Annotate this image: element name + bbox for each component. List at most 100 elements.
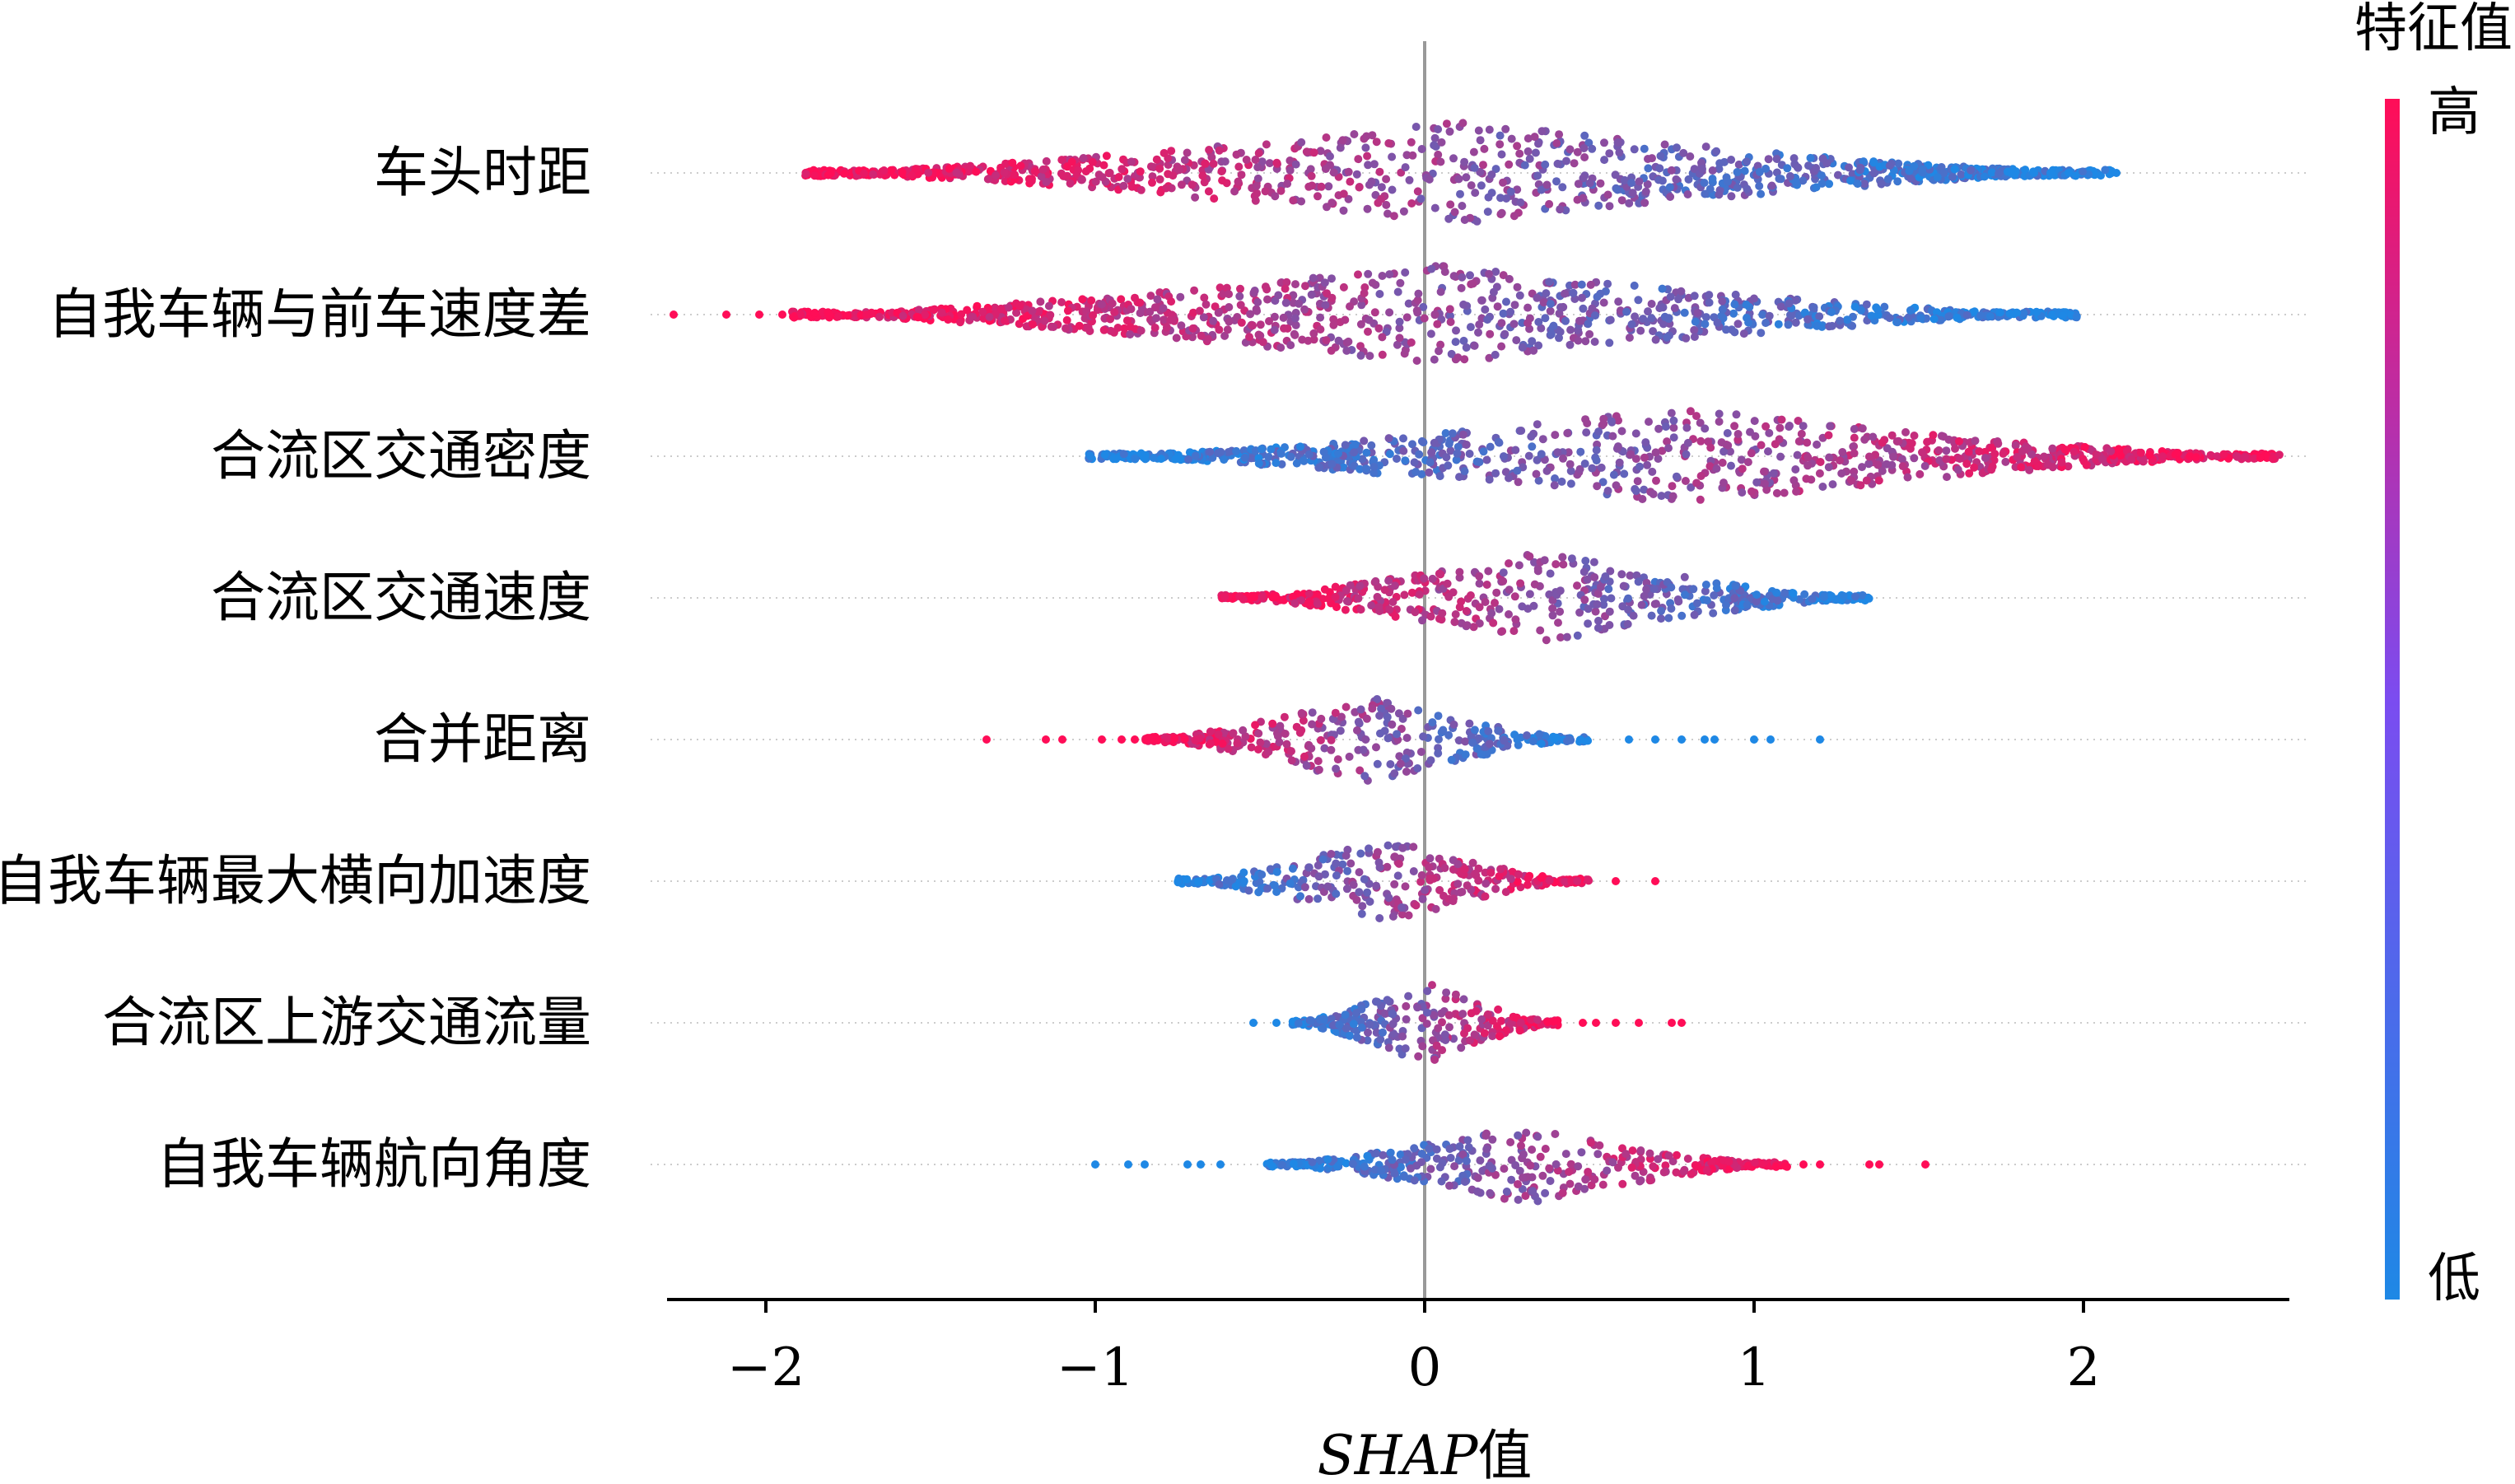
shap-point — [1313, 192, 1322, 201]
shap-point — [1628, 1146, 1637, 1155]
shap-point — [1885, 161, 1894, 170]
shap-point — [1556, 607, 1565, 616]
shap-point — [1355, 868, 1364, 877]
shap-point — [1081, 167, 1090, 176]
points-layer — [670, 119, 2284, 1206]
shap-point — [1411, 901, 1421, 910]
shap-point — [1641, 438, 1650, 447]
shap-point — [1304, 863, 1313, 872]
shap-point — [1550, 481, 1559, 490]
shap-point — [1400, 590, 1409, 600]
shap-point — [1309, 329, 1318, 338]
feature-labels: 车头时距自我车辆与前车速度差合流区交通密度合流区交通速度合并距离自我车辆最大横向… — [0, 141, 591, 1196]
shap-point — [1523, 147, 1533, 156]
shap-point — [1579, 144, 1589, 152]
shap-point — [1622, 307, 1631, 316]
shap-outlier-point — [1816, 735, 1824, 744]
shap-point — [1254, 459, 1263, 468]
feature-label: 合流区上游交通流量 — [102, 991, 591, 1054]
shap-point — [1514, 561, 1523, 570]
shap-point — [1500, 1164, 1509, 1174]
shap-point — [1789, 589, 1798, 598]
shap-point — [1923, 437, 1932, 446]
shap-point — [1345, 752, 1354, 761]
shap-point — [2219, 450, 2228, 459]
shap-point — [1633, 477, 1642, 486]
shap-point — [1824, 431, 1833, 440]
shap-point — [1282, 740, 1291, 749]
shap-point — [1773, 596, 1782, 605]
shap-point — [1534, 139, 1542, 148]
shap-outlier-point — [1921, 1160, 1929, 1169]
shap-outlier-point — [1668, 1019, 1676, 1027]
shap-point — [1346, 859, 1355, 868]
shap-point — [1254, 330, 1263, 339]
shap-point — [1152, 155, 1161, 164]
shap-point — [1388, 185, 1397, 194]
shap-point — [1885, 314, 1894, 323]
shap-point — [1384, 139, 1393, 147]
shap-point — [1449, 720, 1458, 729]
shap-point — [1836, 456, 1844, 465]
shap-point — [1613, 185, 1622, 194]
shap-point — [1062, 315, 1071, 324]
shap-point — [2250, 454, 2259, 463]
shap-point — [1664, 1151, 1673, 1160]
shap-point — [1994, 439, 2003, 448]
shap-point — [1549, 321, 1558, 330]
shap-point — [1731, 581, 1740, 590]
shap-point — [1239, 726, 1248, 735]
shap-point — [1510, 301, 1519, 310]
shap-point — [1471, 189, 1480, 198]
shap-point — [912, 312, 922, 321]
shap-point — [1664, 614, 1673, 623]
shap-point — [1332, 859, 1341, 868]
shap-point — [1435, 1163, 1444, 1172]
shap-point — [1482, 749, 1491, 758]
shap-point — [1643, 460, 1652, 469]
shap-point — [1592, 446, 1601, 455]
shap-point — [1470, 341, 1479, 350]
shap-point — [1369, 160, 1379, 169]
shap-point — [1536, 626, 1545, 635]
shap-point — [2186, 452, 2195, 460]
shap-point — [2233, 452, 2242, 461]
shap-point — [1200, 178, 1209, 187]
shap-point — [1789, 476, 1799, 485]
shap-point — [1816, 458, 1825, 466]
shap-point — [1907, 439, 1916, 448]
shap-point — [1390, 852, 1399, 861]
shap-point — [1661, 422, 1670, 432]
shap-point — [2011, 441, 2020, 450]
shap-point — [1485, 475, 1494, 484]
shap-point — [1722, 600, 1730, 609]
shap-point — [875, 312, 884, 321]
shap-point — [1603, 487, 1612, 495]
shap-point — [1263, 295, 1271, 304]
shap-point — [1491, 350, 1500, 359]
shap-point — [1365, 180, 1374, 189]
shap-point — [1737, 455, 1746, 464]
shap-point — [1553, 159, 1562, 168]
shap-point — [1515, 291, 1524, 300]
shap-point — [1965, 469, 1974, 478]
shap-point — [1396, 1150, 1405, 1159]
shap-point — [1573, 876, 1582, 885]
shap-point — [1254, 149, 1263, 157]
shap-point — [1477, 1015, 1486, 1024]
shap-point — [1649, 490, 1658, 498]
shap-point — [1320, 585, 1329, 594]
shap-point — [1482, 1145, 1491, 1154]
shap-point — [1459, 336, 1468, 345]
shap-point — [1383, 209, 1392, 218]
shap-point — [1131, 454, 1139, 463]
shap-point — [1612, 412, 1621, 421]
shap-point — [1672, 1168, 1681, 1177]
shap-point — [1933, 173, 1942, 182]
shap-point — [1341, 586, 1351, 595]
shap-point — [1462, 173, 1471, 182]
shap-point — [1626, 450, 1635, 459]
shap-point — [1451, 338, 1460, 347]
shap-point — [1501, 124, 1510, 133]
shap-point — [1435, 885, 1444, 894]
